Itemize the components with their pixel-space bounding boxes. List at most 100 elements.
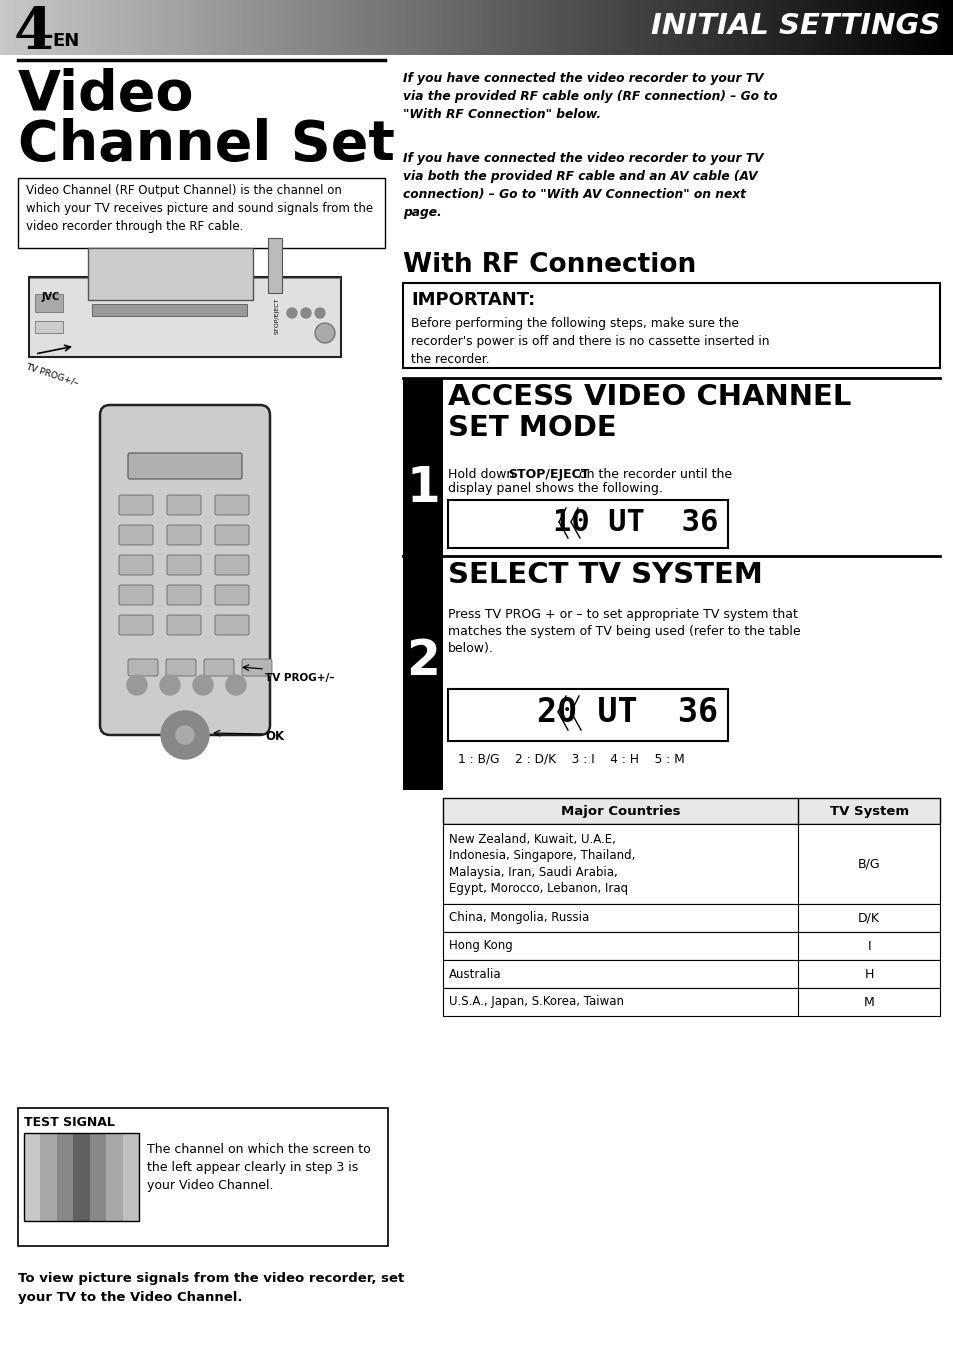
Circle shape xyxy=(314,308,325,318)
Text: 1: 1 xyxy=(406,464,439,513)
Circle shape xyxy=(175,726,193,745)
Bar xyxy=(195,730,206,741)
Bar xyxy=(35,294,63,312)
Text: 4: 4 xyxy=(14,5,54,61)
Text: SELECT TV SYSTEM: SELECT TV SYSTEM xyxy=(448,561,762,590)
Text: TEST SIGNAL: TEST SIGNAL xyxy=(24,1116,114,1129)
Text: Hold down: Hold down xyxy=(448,468,517,482)
FancyBboxPatch shape xyxy=(119,495,152,515)
FancyBboxPatch shape xyxy=(100,405,270,735)
Text: TV PROG+/–: TV PROG+/– xyxy=(25,362,80,387)
Bar xyxy=(180,714,190,724)
Text: JVC: JVC xyxy=(42,291,60,302)
FancyBboxPatch shape xyxy=(167,525,201,545)
Text: I: I xyxy=(866,939,870,952)
Text: The channel on which the screen to
the left appear clearly in step 3 is
your Vid: The channel on which the screen to the l… xyxy=(147,1143,371,1193)
FancyBboxPatch shape xyxy=(242,660,272,676)
Text: STOP/EJECT: STOP/EJECT xyxy=(274,298,279,335)
Text: Before performing the following steps, make sure the
recorder's power is off and: Before performing the following steps, m… xyxy=(411,317,769,366)
Text: Video Channel (RF Output Channel) is the channel on
which your TV receives pictu: Video Channel (RF Output Channel) is the… xyxy=(26,183,373,233)
FancyBboxPatch shape xyxy=(119,615,152,635)
FancyBboxPatch shape xyxy=(214,585,249,604)
Text: on the recorder until the: on the recorder until the xyxy=(575,468,731,482)
FancyBboxPatch shape xyxy=(29,277,340,357)
Circle shape xyxy=(193,674,213,695)
Bar xyxy=(442,960,939,987)
Text: With RF Connection: With RF Connection xyxy=(402,252,696,278)
Circle shape xyxy=(301,308,311,318)
Text: 10 UT  36: 10 UT 36 xyxy=(552,509,718,537)
Bar xyxy=(164,730,173,741)
Text: Australia: Australia xyxy=(449,967,501,981)
FancyBboxPatch shape xyxy=(166,660,195,676)
FancyBboxPatch shape xyxy=(167,615,201,635)
Text: EN: EN xyxy=(52,32,79,50)
Text: D/K: D/K xyxy=(858,912,880,924)
Text: If you have connected the video recorder to your TV
via both the provided RF cab: If you have connected the video recorder… xyxy=(402,152,762,219)
Bar xyxy=(90,1133,106,1221)
Text: Press TV PROG + or – to set appropriate TV system that
matches the system of TV : Press TV PROG + or – to set appropriate … xyxy=(448,608,800,656)
FancyBboxPatch shape xyxy=(119,554,152,575)
Circle shape xyxy=(160,674,180,695)
Text: IMPORTANT:: IMPORTANT: xyxy=(411,291,535,309)
Text: 1 : B/G    2 : D/K    3 : I    4 : H    5 : M: 1 : B/G 2 : D/K 3 : I 4 : H 5 : M xyxy=(457,753,684,766)
FancyBboxPatch shape xyxy=(214,615,249,635)
Bar xyxy=(180,746,190,755)
Text: China, Mongolia, Russia: China, Mongolia, Russia xyxy=(449,912,589,924)
Bar xyxy=(91,304,247,316)
Text: 2: 2 xyxy=(406,637,439,685)
Circle shape xyxy=(161,711,209,759)
Bar xyxy=(442,904,939,932)
Bar xyxy=(18,178,385,248)
Text: B/G: B/G xyxy=(857,858,880,870)
FancyBboxPatch shape xyxy=(204,660,233,676)
FancyBboxPatch shape xyxy=(128,660,158,676)
Text: 20 UT  36: 20 UT 36 xyxy=(537,696,718,728)
Text: Major Countries: Major Countries xyxy=(560,804,679,817)
Text: STOP/EJECT: STOP/EJECT xyxy=(507,468,589,482)
Bar xyxy=(24,1133,40,1221)
FancyBboxPatch shape xyxy=(119,525,152,545)
Bar xyxy=(402,283,939,368)
Bar xyxy=(35,321,63,333)
Bar xyxy=(122,1133,139,1221)
Bar xyxy=(448,689,727,741)
Bar xyxy=(57,1133,73,1221)
Bar xyxy=(402,556,442,791)
Circle shape xyxy=(287,308,296,318)
Bar xyxy=(448,500,727,548)
Text: INITIAL SETTINGS: INITIAL SETTINGS xyxy=(650,12,939,40)
Text: U.S.A., Japan, S.Korea, Taiwan: U.S.A., Japan, S.Korea, Taiwan xyxy=(449,996,623,1009)
Text: New Zealand, Kuwait, U.A.E,
Indonesia, Singapore, Thailand,
Malaysia, Iran, Saud: New Zealand, Kuwait, U.A.E, Indonesia, S… xyxy=(449,832,635,896)
Text: display panel shows the following.: display panel shows the following. xyxy=(448,482,662,495)
Bar xyxy=(40,1133,57,1221)
Text: M: M xyxy=(862,996,874,1009)
Bar xyxy=(73,1133,90,1221)
Text: OK: OK xyxy=(265,730,284,743)
Bar xyxy=(402,378,442,556)
FancyBboxPatch shape xyxy=(167,554,201,575)
Text: To view picture signals from the video recorder, set
your TV to the Video Channe: To view picture signals from the video r… xyxy=(18,1272,404,1304)
Bar xyxy=(442,799,939,824)
Circle shape xyxy=(314,322,335,343)
Text: TV PROG+/–: TV PROG+/– xyxy=(265,673,334,683)
FancyBboxPatch shape xyxy=(214,525,249,545)
Circle shape xyxy=(226,674,246,695)
Text: H: H xyxy=(863,967,873,981)
FancyBboxPatch shape xyxy=(119,585,152,604)
FancyBboxPatch shape xyxy=(128,453,242,479)
Bar xyxy=(24,1133,139,1221)
FancyBboxPatch shape xyxy=(214,554,249,575)
Text: If you have connected the video recorder to your TV
via the provided RF cable on: If you have connected the video recorder… xyxy=(402,71,777,121)
Bar xyxy=(442,932,939,960)
Bar xyxy=(106,1133,122,1221)
Bar xyxy=(268,237,282,293)
Bar xyxy=(88,248,253,299)
Text: Video: Video xyxy=(18,67,194,121)
FancyBboxPatch shape xyxy=(167,585,201,604)
Text: Hong Kong: Hong Kong xyxy=(449,939,512,952)
FancyBboxPatch shape xyxy=(214,495,249,515)
Text: Channel Set: Channel Set xyxy=(18,117,395,173)
Bar xyxy=(442,824,939,904)
Bar xyxy=(442,987,939,1016)
